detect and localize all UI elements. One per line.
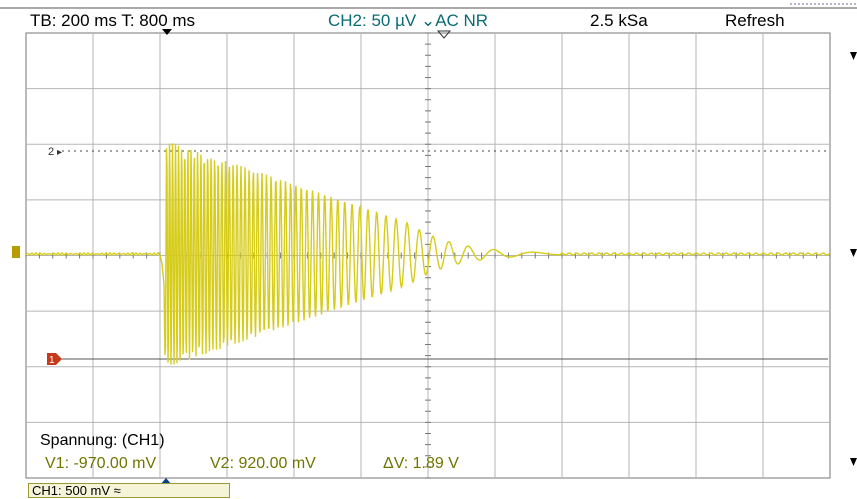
- ref2-arrow-icon: ▸: [57, 147, 62, 158]
- measurement-title: Spannung: (CH1): [40, 432, 165, 449]
- ground-marker-icon[interactable]: [12, 246, 20, 258]
- timebase-readout[interactable]: TB: 200 ms T: 800 ms: [30, 11, 196, 30]
- ref2-marker-label: 2: [48, 146, 54, 158]
- ch1-level-marker-label: 1: [49, 355, 55, 366]
- ch1-waveform: [25, 143, 831, 365]
- right-arrow-bottom-icon: [850, 458, 857, 466]
- right-arrow-top-icon: [850, 52, 857, 60]
- status-bar: TB: 200 ms T: 800 ms CH2: 50 µV ⌄AC NR 2…: [0, 0, 857, 40]
- sample-rate-readout[interactable]: 2.5 kSa: [590, 11, 648, 30]
- refresh-mode-readout[interactable]: Refresh: [725, 11, 785, 30]
- measurement-panel: Spannung: (CH1) V1: -970.00 mV V2: 920.0…: [40, 432, 600, 478]
- trigger-position-top-icon[interactable]: [162, 29, 172, 35]
- delta-v-value: ΔV: 1.89 V: [383, 455, 459, 472]
- ch1-scale-box[interactable]: CH1: 500 mV ≈: [28, 483, 230, 498]
- ch2-setting-readout[interactable]: CH2: 50 µV ⌄AC NR: [328, 11, 489, 30]
- right-arrow-mid-icon: [850, 249, 857, 257]
- ch1-level-marker-icon[interactable]: [47, 353, 62, 365]
- cursor-v2-value: V2: 920.00 mV: [210, 455, 316, 472]
- center-marker-icon: [436, 30, 452, 39]
- cursor-v1-value: V1: -970.00 mV: [45, 455, 157, 472]
